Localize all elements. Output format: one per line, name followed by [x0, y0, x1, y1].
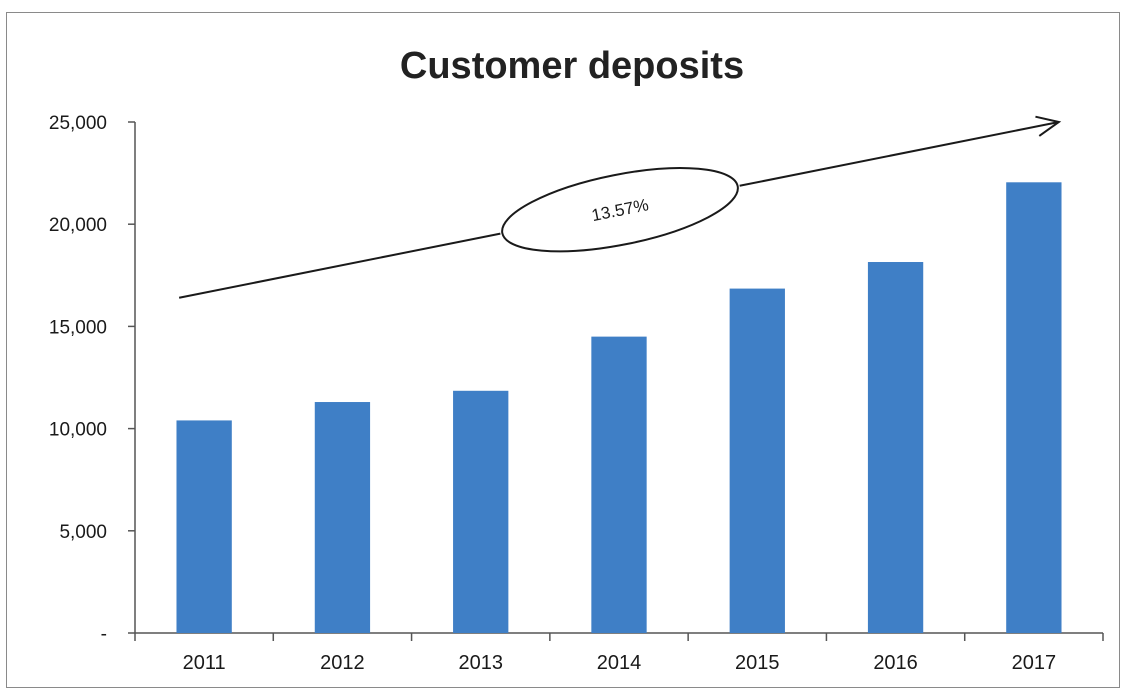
- y-tick-label: 15,000: [49, 317, 107, 338]
- bars: [176, 182, 1062, 633]
- x-tick-label: 2015: [735, 652, 780, 674]
- bar: [176, 420, 232, 633]
- trend-arrow-line: [739, 121, 1060, 187]
- x-axis: 2011 2012 2013 2014 2015 2016 2017: [134, 632, 1104, 674]
- y-axis: - 5,000 10,000 15,000 20,000 25,000: [49, 113, 136, 645]
- y-tick-label: 10,000: [49, 420, 107, 441]
- bar: [729, 288, 785, 633]
- chart-title: Customer deposits: [400, 45, 744, 87]
- bar: [1006, 182, 1062, 633]
- trend-arrowhead: [1035, 115, 1062, 137]
- bar: [591, 336, 647, 633]
- bar: [867, 262, 924, 633]
- y-tick-label: 5,000: [59, 522, 107, 543]
- x-tick-label: 2016: [873, 652, 918, 674]
- x-tick-label: 2017: [1012, 652, 1057, 674]
- trend-arrow-line: [178, 232, 501, 299]
- y-tick-label: 25,000: [49, 113, 107, 134]
- y-tick-label: -: [101, 624, 107, 645]
- growth-ellipse: [501, 167, 739, 253]
- y-tick-label: 20,000: [49, 215, 107, 236]
- x-tick-label: 2014: [597, 652, 642, 674]
- x-tick-label: 2011: [183, 652, 226, 674]
- x-tick-label: 2012: [320, 652, 365, 674]
- x-tick-label: 2013: [458, 652, 503, 674]
- bar: [453, 390, 509, 633]
- growth-annotation: 13.57%: [178, 115, 1062, 299]
- bar: [314, 402, 371, 633]
